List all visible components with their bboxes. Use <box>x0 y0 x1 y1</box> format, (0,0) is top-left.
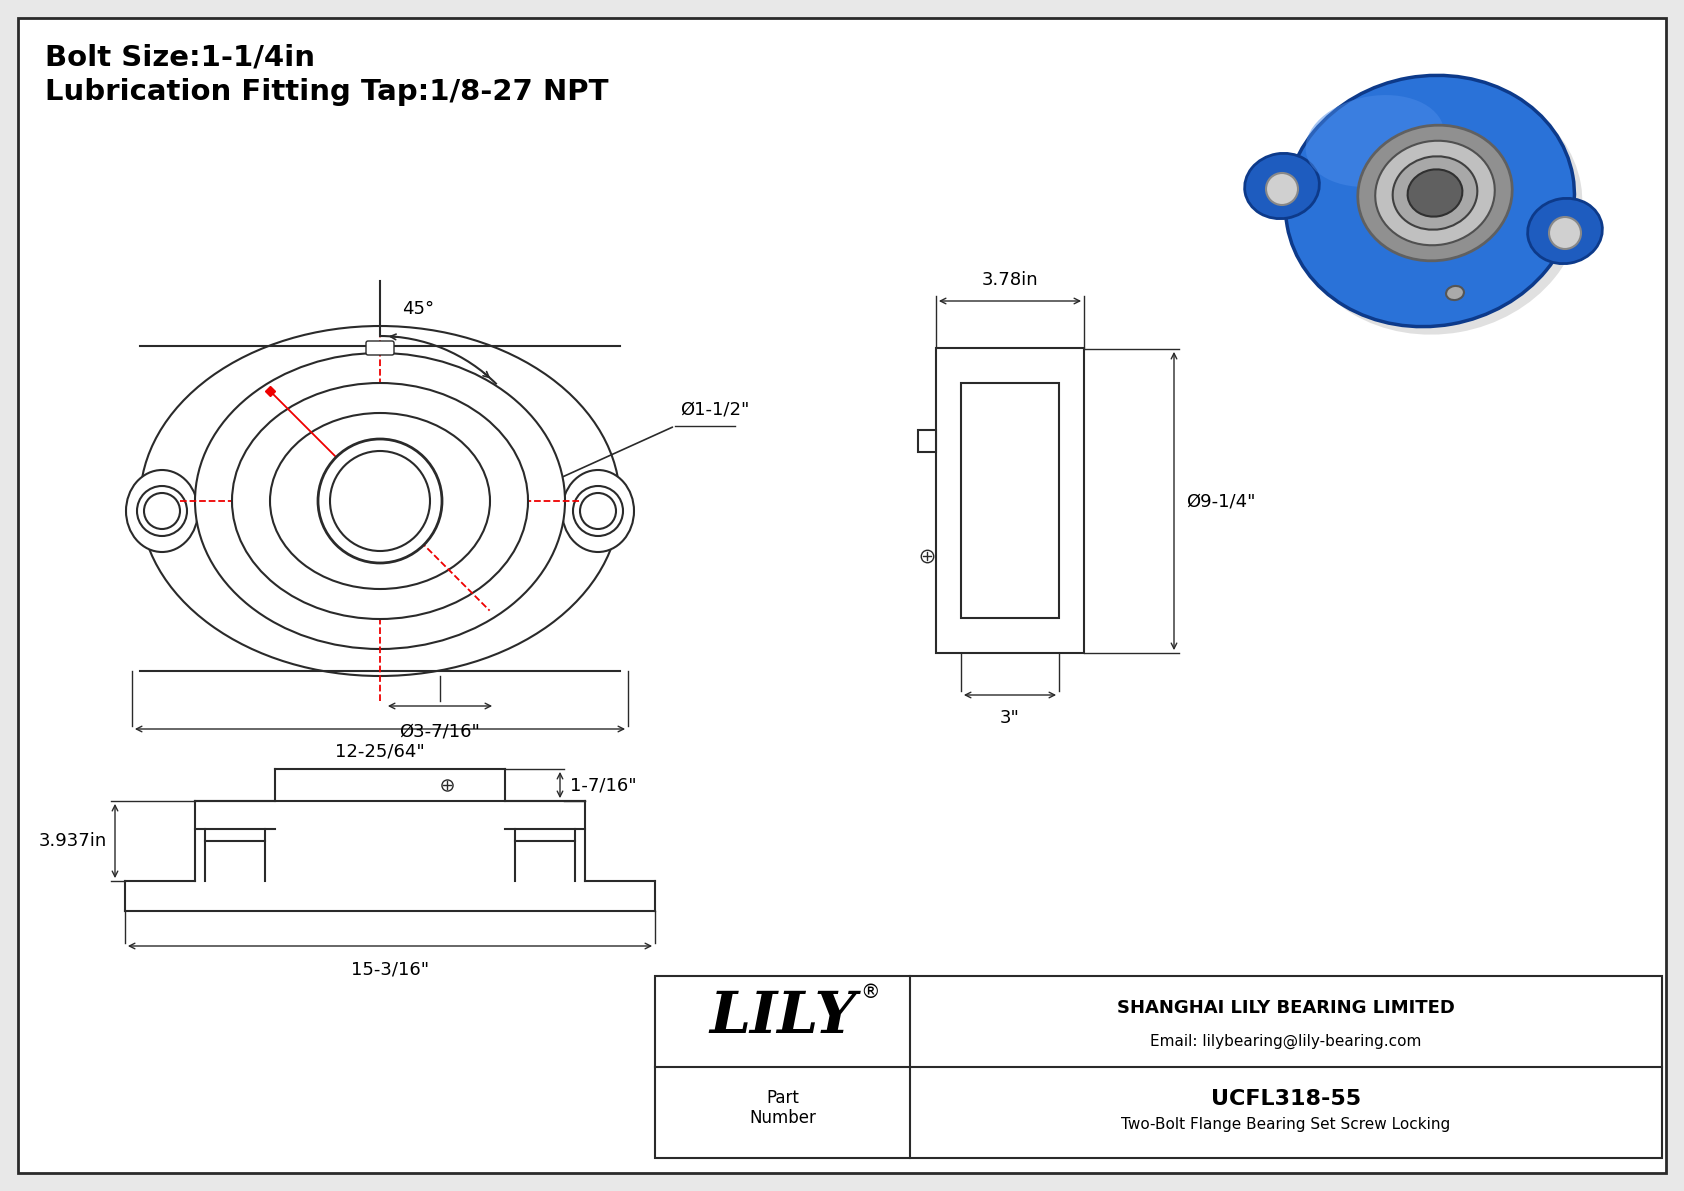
Text: 3.937in: 3.937in <box>39 833 108 850</box>
Bar <box>936 348 1084 653</box>
Ellipse shape <box>1357 125 1512 261</box>
Bar <box>655 975 1662 1158</box>
Text: Lubrication Fitting Tap:1/8-27 NPT: Lubrication Fitting Tap:1/8-27 NPT <box>45 77 608 106</box>
Circle shape <box>579 493 616 529</box>
Ellipse shape <box>195 353 566 649</box>
Text: 1-7/16": 1-7/16" <box>569 777 637 794</box>
Text: 3": 3" <box>1000 709 1021 727</box>
Text: UCFL318-55: UCFL318-55 <box>1211 1089 1361 1109</box>
Bar <box>918 430 936 453</box>
Circle shape <box>1266 173 1298 205</box>
Text: Ø1-1/2": Ø1-1/2" <box>680 400 749 418</box>
Ellipse shape <box>1376 141 1495 245</box>
Circle shape <box>136 486 187 536</box>
Ellipse shape <box>562 470 633 551</box>
Text: Part
Number: Part Number <box>749 1089 817 1128</box>
Text: 45°: 45° <box>402 300 434 318</box>
Text: 3.78in: 3.78in <box>982 272 1039 289</box>
Text: Email: lilybearing@lily-bearing.com: Email: lilybearing@lily-bearing.com <box>1150 1034 1421 1049</box>
Ellipse shape <box>1393 156 1477 230</box>
Circle shape <box>318 439 441 563</box>
Circle shape <box>573 486 623 536</box>
Ellipse shape <box>1447 286 1463 300</box>
Ellipse shape <box>1305 95 1445 187</box>
Text: Bolt Size:1-1/4in: Bolt Size:1-1/4in <box>45 43 315 71</box>
Ellipse shape <box>1527 199 1603 263</box>
Ellipse shape <box>140 326 620 676</box>
Ellipse shape <box>126 470 199 551</box>
Text: 15-3/16": 15-3/16" <box>350 960 429 978</box>
Text: Ø9-1/4": Ø9-1/4" <box>1186 492 1256 510</box>
FancyBboxPatch shape <box>365 341 394 355</box>
Circle shape <box>330 451 429 551</box>
Text: Two-Bolt Flange Bearing Set Screw Locking: Two-Bolt Flange Bearing Set Screw Lockin… <box>1122 1117 1450 1133</box>
Ellipse shape <box>1285 75 1575 326</box>
Circle shape <box>1549 217 1581 249</box>
Bar <box>962 384 1059 618</box>
Circle shape <box>145 493 180 529</box>
Text: ®: ® <box>861 983 879 1002</box>
Ellipse shape <box>1293 83 1583 335</box>
Text: Ø3-7/16": Ø3-7/16" <box>399 722 480 740</box>
Ellipse shape <box>1244 154 1319 219</box>
Text: 12-25/64": 12-25/64" <box>335 743 424 761</box>
Ellipse shape <box>269 413 490 590</box>
Text: LILY: LILY <box>709 989 857 1046</box>
Ellipse shape <box>1408 169 1462 217</box>
Text: SHANGHAI LILY BEARING LIMITED: SHANGHAI LILY BEARING LIMITED <box>1116 999 1455 1017</box>
Ellipse shape <box>232 384 529 619</box>
